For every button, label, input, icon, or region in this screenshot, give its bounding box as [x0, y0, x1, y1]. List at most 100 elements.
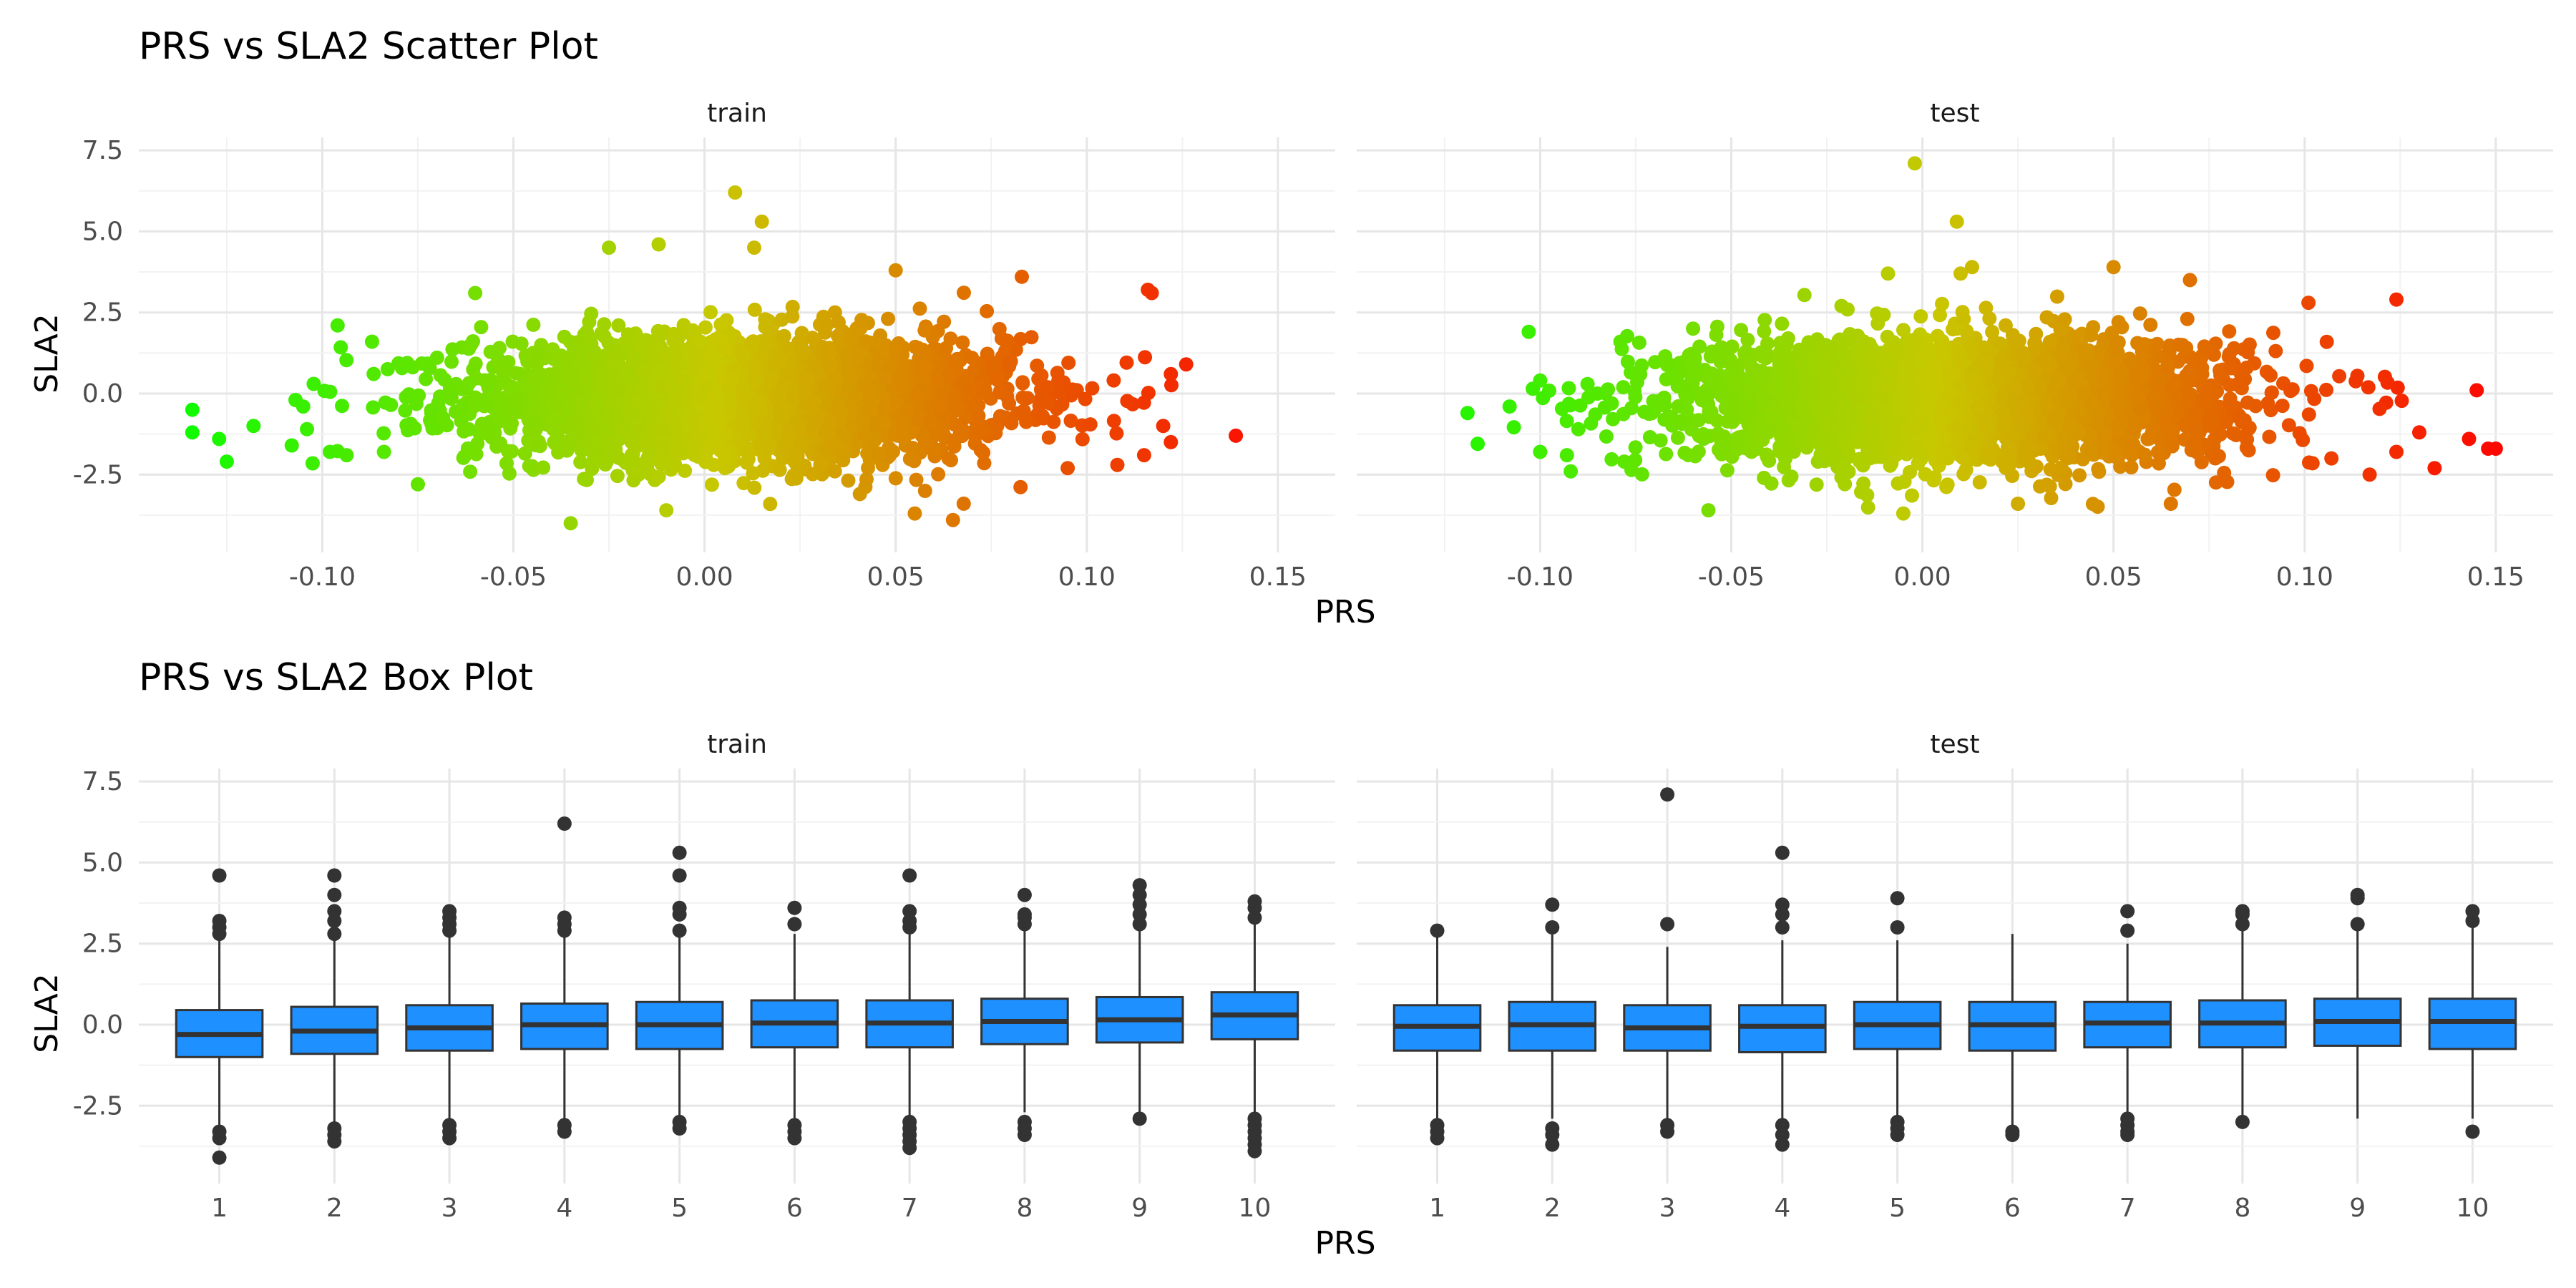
scatter-point — [1020, 391, 1035, 406]
scatter-point — [927, 426, 942, 441]
x-tick-label: 0.15 — [2467, 562, 2524, 592]
scatter-point — [1013, 479, 1028, 494]
scatter-point — [627, 406, 642, 421]
scatter-point — [529, 438, 544, 453]
scatter-point — [900, 403, 915, 418]
scatter-point — [620, 327, 635, 342]
scatter-point — [917, 434, 932, 449]
scatter-panel-test: -0.10 -0.05 0.00 0.05 0.10 0.15 — [1357, 137, 2553, 592]
scatter-point — [296, 399, 311, 414]
scatter-point — [493, 436, 508, 451]
scatter-point — [748, 361, 762, 376]
scatter-point — [976, 445, 991, 460]
scatter-point — [902, 452, 917, 467]
scatter-point — [509, 366, 524, 381]
scatter-point — [722, 402, 737, 417]
scatter-point — [1106, 373, 1121, 388]
scatter-point — [612, 383, 627, 398]
scatter-point — [525, 378, 540, 393]
scatter-point — [468, 286, 483, 301]
scatter-point — [602, 375, 617, 390]
scatter-point — [676, 433, 691, 448]
scatter-point — [1561, 381, 1576, 396]
scatter-point — [1060, 461, 1075, 476]
scatter-point — [323, 384, 338, 399]
scatter-point — [546, 421, 561, 436]
scatter-point — [1110, 457, 1125, 472]
x-tick-label: -0.10 — [289, 562, 356, 592]
scatter-point — [323, 444, 338, 459]
scatter-point — [1958, 462, 1974, 477]
scatter-point — [574, 356, 589, 371]
scatter-point — [687, 447, 702, 462]
scatter-point — [794, 437, 809, 452]
scatter-point — [786, 454, 801, 468]
scatter-title: PRS vs SLA2 Scatter Plot — [139, 25, 598, 68]
scatter-point — [1709, 319, 1724, 334]
scatter-point — [698, 320, 713, 335]
scatter-point — [335, 399, 349, 414]
scatter-point — [717, 444, 732, 459]
scatter-point — [955, 421, 970, 436]
scatter-point — [910, 411, 925, 426]
scatter-point — [946, 391, 961, 406]
scatter-point — [1559, 414, 1574, 429]
scatter-point — [877, 401, 892, 416]
scatter-point — [738, 391, 753, 406]
scatter-point — [219, 454, 234, 469]
scatter-point — [376, 426, 391, 441]
scatter-point — [746, 466, 761, 481]
scatter-point — [2265, 468, 2280, 483]
scatter-point — [598, 457, 613, 472]
scatter-point — [747, 480, 762, 495]
scatter-point — [717, 341, 732, 356]
scatter-point — [400, 356, 415, 371]
scatter-point — [1163, 434, 1179, 449]
scatter-point — [881, 311, 896, 326]
scatter-point — [610, 469, 625, 484]
scatter-point — [1634, 467, 1649, 482]
scatter-point — [601, 335, 616, 350]
x-tick-label: -0.05 — [1698, 562, 1765, 592]
scatter-point — [2167, 482, 2182, 497]
scatter-point — [1876, 308, 1891, 322]
scatter-point — [533, 404, 548, 419]
scatter-point — [2361, 380, 2376, 395]
scatter-point — [1053, 385, 1068, 400]
scatter-point — [1896, 323, 1911, 338]
scatter-point — [444, 391, 459, 406]
scatter-point — [547, 434, 562, 449]
scatter-point — [758, 312, 773, 327]
scatter-point — [753, 350, 768, 365]
scatter-point — [786, 389, 801, 404]
scatter-point — [1138, 350, 1153, 365]
scatter-point — [758, 424, 773, 439]
scatter-point — [872, 446, 887, 461]
scatter-point — [544, 381, 559, 396]
scatter-point — [845, 367, 860, 382]
scatter-point — [888, 471, 903, 486]
scatter-point — [1085, 381, 1100, 396]
x-tick-label: 0.00 — [1894, 562, 1951, 592]
scatter-point — [831, 394, 846, 409]
scatter-point — [988, 426, 1003, 441]
scatter-point — [624, 434, 639, 449]
scatter-point — [962, 383, 977, 398]
scatter-point — [602, 240, 616, 255]
scatter-point — [912, 301, 927, 316]
scatter-point — [706, 348, 720, 363]
scatter-point — [1642, 430, 1657, 444]
scatter-point — [746, 401, 761, 416]
scatter-point — [474, 320, 489, 335]
scatter-point — [509, 393, 524, 408]
scatter-point — [2072, 468, 2087, 483]
scatter-point — [864, 403, 879, 418]
scatter-point — [398, 403, 413, 418]
scatter-point — [992, 409, 1008, 424]
scatter-point — [849, 351, 864, 366]
scatter-point — [639, 438, 654, 453]
scatter-point — [771, 343, 786, 358]
scatter-point — [1040, 394, 1055, 409]
scatter-point — [1024, 330, 1039, 345]
